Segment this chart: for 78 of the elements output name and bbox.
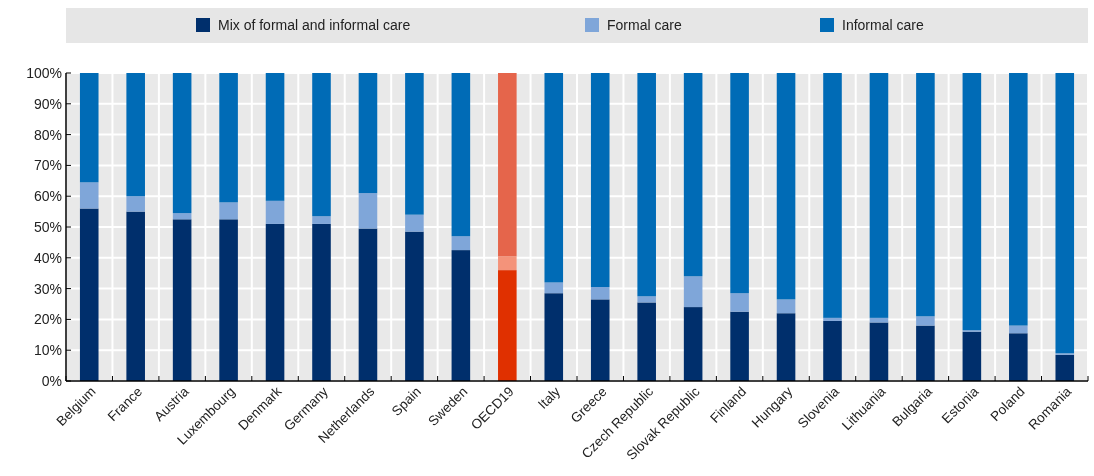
legend-label: Informal care xyxy=(842,17,924,33)
bar xyxy=(962,73,982,331)
legend-label: Formal care xyxy=(607,17,682,33)
bar xyxy=(451,236,471,251)
bar xyxy=(312,216,331,224)
bar xyxy=(405,73,424,215)
y-tick-label: 30% xyxy=(33,280,62,297)
x-tick-label: Italy xyxy=(535,383,564,412)
bar xyxy=(219,219,238,381)
bar xyxy=(590,287,610,300)
bar xyxy=(1009,73,1028,326)
bar xyxy=(451,73,471,237)
bar xyxy=(265,200,285,224)
bar xyxy=(358,193,378,229)
bar xyxy=(776,73,796,300)
bar xyxy=(916,73,935,317)
bar xyxy=(1055,354,1075,381)
bar xyxy=(730,311,749,381)
bar xyxy=(544,293,564,381)
bar xyxy=(869,322,889,381)
bar xyxy=(637,302,656,381)
bar xyxy=(312,73,331,217)
y-tick-label: 60% xyxy=(33,188,62,205)
bar xyxy=(498,256,517,271)
bar xyxy=(126,211,145,381)
bar xyxy=(823,73,842,318)
bar xyxy=(79,182,99,209)
bar xyxy=(1009,325,1028,334)
bar xyxy=(172,219,192,381)
bar xyxy=(637,296,656,303)
bar xyxy=(219,202,238,220)
bar xyxy=(1009,333,1028,381)
bar xyxy=(916,316,935,326)
bar xyxy=(683,73,703,277)
bar xyxy=(683,276,703,308)
bar xyxy=(637,73,656,297)
y-tick-label: 80% xyxy=(33,126,62,143)
legend-label: Mix of formal and informal care xyxy=(218,17,411,33)
bar xyxy=(776,299,796,314)
bar xyxy=(730,73,749,294)
y-tick-label: 70% xyxy=(33,157,62,174)
bar xyxy=(544,282,564,294)
bar xyxy=(219,73,238,203)
bar xyxy=(265,73,285,201)
y-tick-label: 50% xyxy=(33,218,62,235)
bar xyxy=(962,331,982,381)
bar xyxy=(172,73,192,214)
bar xyxy=(79,208,99,381)
bar xyxy=(730,293,749,312)
bar xyxy=(126,73,145,197)
bar xyxy=(498,270,517,381)
bar xyxy=(126,196,145,212)
bar xyxy=(590,73,610,288)
bar xyxy=(405,231,424,381)
y-tick-label: 100% xyxy=(26,64,62,81)
y-tick-label: 20% xyxy=(33,311,62,328)
bar xyxy=(823,317,842,321)
y-tick-label: 90% xyxy=(33,95,62,112)
bar xyxy=(544,73,564,283)
y-tick-label: 40% xyxy=(33,249,62,266)
bar xyxy=(683,307,703,381)
y-tick-label: 10% xyxy=(33,342,62,359)
bar xyxy=(590,299,610,381)
bar xyxy=(265,223,285,381)
bar xyxy=(405,214,424,232)
bar xyxy=(498,73,517,257)
bar xyxy=(823,320,842,381)
bar xyxy=(312,223,331,381)
bar xyxy=(1055,73,1075,354)
bar xyxy=(869,73,889,318)
bar xyxy=(451,250,471,381)
bar xyxy=(776,313,796,381)
bar xyxy=(358,228,378,381)
bar xyxy=(172,213,192,220)
bar xyxy=(79,73,99,183)
bar xyxy=(916,325,935,381)
bar xyxy=(358,73,378,194)
y-tick-label: 0% xyxy=(41,372,62,389)
